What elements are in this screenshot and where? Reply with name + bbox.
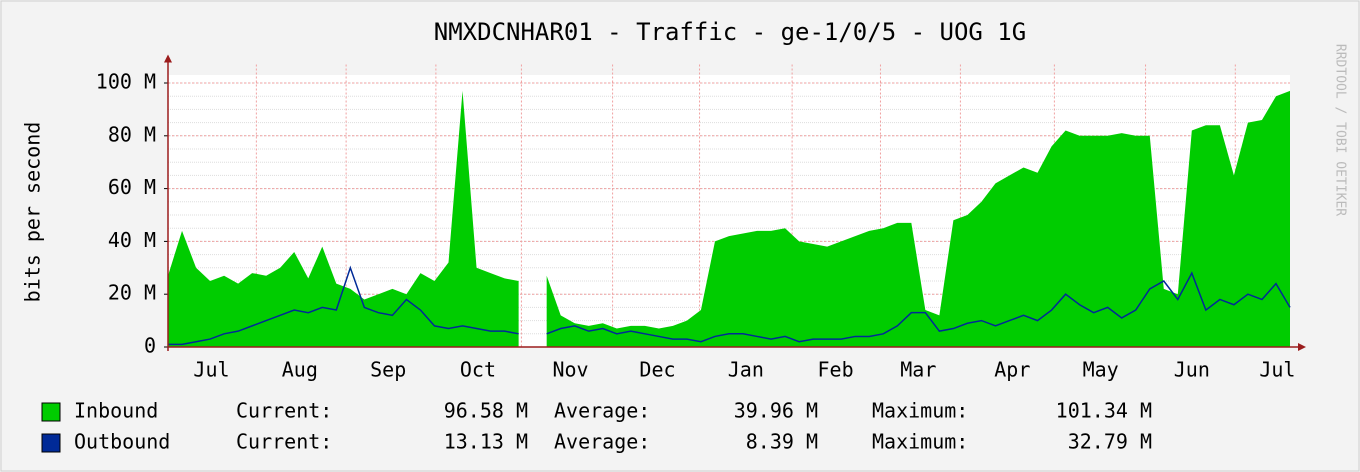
area xyxy=(168,90,1290,348)
stat-value: 96.58 M xyxy=(444,399,528,423)
line xyxy=(168,265,1291,346)
stat-label: Average: xyxy=(554,430,650,454)
x-tick-label: Aug xyxy=(282,358,318,382)
stat-label: Average: xyxy=(554,399,650,423)
x-tick-label: Apr xyxy=(994,358,1030,382)
stat-value: 101.34 M xyxy=(1056,399,1152,423)
legend-label: Outbound xyxy=(74,430,170,454)
x-tick-label: Jun xyxy=(1174,358,1210,382)
stat-value: 39.96 M xyxy=(734,399,818,423)
y-arrow xyxy=(164,54,172,63)
x-tick-label: Oct xyxy=(460,358,496,382)
x-tick-label: Feb xyxy=(818,358,854,382)
stat-value: 8.39 M xyxy=(746,430,818,454)
x-tick-label: Jul xyxy=(1259,358,1295,382)
watermark: RRDTOOL / TOBI OETIKER xyxy=(1333,44,1348,216)
y-tick-label: 80 M xyxy=(108,122,156,146)
x-tick-label: Sep xyxy=(370,358,406,382)
stat-label: Current: xyxy=(236,399,332,423)
legend-swatch xyxy=(41,433,61,453)
legend-label: Inbound xyxy=(74,399,158,423)
y-tick-label: 40 M xyxy=(108,228,156,252)
y-tick-label: 100 M xyxy=(96,70,156,94)
x-tick-label: Mar xyxy=(900,358,936,382)
stat-label: Maximum: xyxy=(872,430,968,454)
x-tick-label: May xyxy=(1083,358,1119,382)
stat-value: 32.79 M xyxy=(1068,430,1152,454)
chart-title: NMXDCNHAR01 - Traffic - ge-1/0/5 - UOG 1… xyxy=(434,18,1026,46)
y-tick-label: 0 xyxy=(144,334,156,358)
y-tick-label: 20 M xyxy=(108,281,156,305)
x-tick-label: Jan xyxy=(728,358,764,382)
x-tick-label: Jul xyxy=(193,358,229,382)
y-axis-label: bits per second xyxy=(21,122,45,303)
x-tick-label: Nov xyxy=(552,358,588,382)
stat-value: 13.13 M xyxy=(444,430,528,454)
y-tick-label: 60 M xyxy=(108,175,156,199)
stat-label: Maximum: xyxy=(872,399,968,423)
legend-swatch xyxy=(41,402,61,422)
x-tick-label: Dec xyxy=(639,358,675,382)
stat-label: Current: xyxy=(236,430,332,454)
x-arrow xyxy=(1298,343,1306,351)
